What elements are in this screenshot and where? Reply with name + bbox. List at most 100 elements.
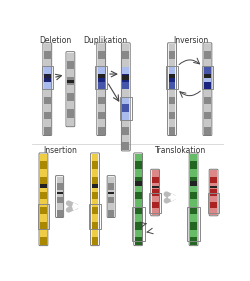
Bar bbox=[98, 112, 105, 119]
Bar bbox=[67, 53, 74, 61]
Bar bbox=[204, 66, 211, 74]
Bar bbox=[122, 135, 129, 142]
Bar bbox=[190, 169, 197, 176]
Bar bbox=[44, 81, 51, 89]
Bar bbox=[44, 119, 51, 127]
Bar bbox=[210, 189, 217, 196]
Bar bbox=[98, 44, 105, 51]
Text: Translokation: Translokation bbox=[155, 146, 206, 155]
Bar bbox=[98, 119, 105, 127]
Bar bbox=[44, 112, 51, 119]
Bar bbox=[168, 81, 175, 89]
Bar bbox=[204, 51, 211, 59]
Bar bbox=[210, 170, 217, 176]
Bar bbox=[168, 51, 175, 59]
Bar bbox=[44, 51, 51, 59]
Bar bbox=[190, 154, 197, 161]
Bar bbox=[40, 230, 47, 237]
Bar bbox=[98, 104, 105, 112]
Bar bbox=[168, 97, 175, 104]
Bar bbox=[168, 44, 175, 51]
Bar bbox=[152, 183, 158, 189]
Bar bbox=[67, 61, 74, 69]
Bar bbox=[166, 66, 178, 89]
Bar bbox=[44, 74, 51, 78]
Bar bbox=[92, 184, 98, 188]
Bar bbox=[204, 89, 211, 97]
Bar bbox=[40, 161, 47, 169]
Bar bbox=[122, 105, 129, 112]
Bar bbox=[135, 207, 141, 214]
Bar bbox=[40, 184, 47, 192]
Bar bbox=[44, 74, 51, 81]
Bar bbox=[152, 196, 158, 202]
Bar bbox=[40, 176, 47, 184]
Bar bbox=[135, 230, 141, 237]
Bar bbox=[108, 176, 114, 183]
Bar bbox=[56, 192, 63, 194]
Bar bbox=[108, 192, 114, 194]
Bar bbox=[98, 74, 105, 81]
Bar bbox=[40, 199, 47, 207]
Bar bbox=[67, 101, 74, 110]
Bar bbox=[92, 230, 98, 237]
Bar bbox=[92, 184, 98, 192]
Bar bbox=[135, 169, 141, 176]
Bar bbox=[92, 207, 98, 214]
Bar bbox=[122, 112, 129, 120]
Text: Deletion: Deletion bbox=[40, 36, 72, 45]
Bar bbox=[98, 59, 105, 66]
Bar bbox=[135, 192, 141, 199]
Bar bbox=[108, 183, 114, 190]
Bar bbox=[98, 66, 105, 74]
Bar bbox=[98, 97, 105, 104]
Bar bbox=[44, 66, 51, 74]
Bar bbox=[190, 181, 197, 186]
Bar bbox=[67, 77, 74, 85]
Bar bbox=[44, 59, 51, 66]
Bar bbox=[67, 93, 74, 101]
Bar bbox=[204, 44, 211, 51]
Bar bbox=[190, 237, 197, 245]
Bar bbox=[190, 176, 197, 184]
Bar bbox=[40, 192, 47, 199]
Bar bbox=[92, 214, 98, 222]
Bar bbox=[122, 44, 129, 51]
Bar bbox=[210, 209, 217, 215]
Bar bbox=[210, 202, 217, 209]
Bar bbox=[204, 119, 211, 127]
Bar bbox=[208, 192, 219, 213]
Bar bbox=[190, 207, 197, 214]
Bar bbox=[135, 214, 141, 222]
Bar bbox=[40, 207, 47, 214]
Bar bbox=[92, 169, 98, 176]
Bar bbox=[92, 222, 98, 230]
Bar bbox=[56, 176, 63, 183]
Bar bbox=[44, 89, 51, 97]
Bar bbox=[190, 161, 197, 169]
Bar bbox=[135, 181, 141, 186]
Bar bbox=[40, 169, 47, 176]
Bar bbox=[122, 67, 129, 74]
Bar bbox=[210, 196, 217, 202]
Bar bbox=[40, 222, 47, 230]
Bar bbox=[168, 104, 175, 112]
Bar bbox=[168, 127, 175, 135]
Bar bbox=[98, 74, 105, 78]
Bar bbox=[204, 81, 211, 89]
Bar bbox=[122, 74, 129, 82]
Bar bbox=[108, 210, 114, 217]
Bar bbox=[152, 189, 158, 196]
Bar bbox=[40, 237, 47, 245]
Bar bbox=[67, 110, 74, 118]
Bar bbox=[135, 154, 141, 161]
Bar bbox=[92, 154, 98, 161]
Bar bbox=[168, 119, 175, 127]
Bar bbox=[92, 199, 98, 207]
Bar bbox=[42, 66, 53, 89]
Bar bbox=[98, 51, 105, 59]
Bar bbox=[152, 176, 158, 183]
Bar bbox=[122, 82, 129, 89]
Bar bbox=[190, 184, 197, 192]
Bar bbox=[135, 176, 141, 184]
